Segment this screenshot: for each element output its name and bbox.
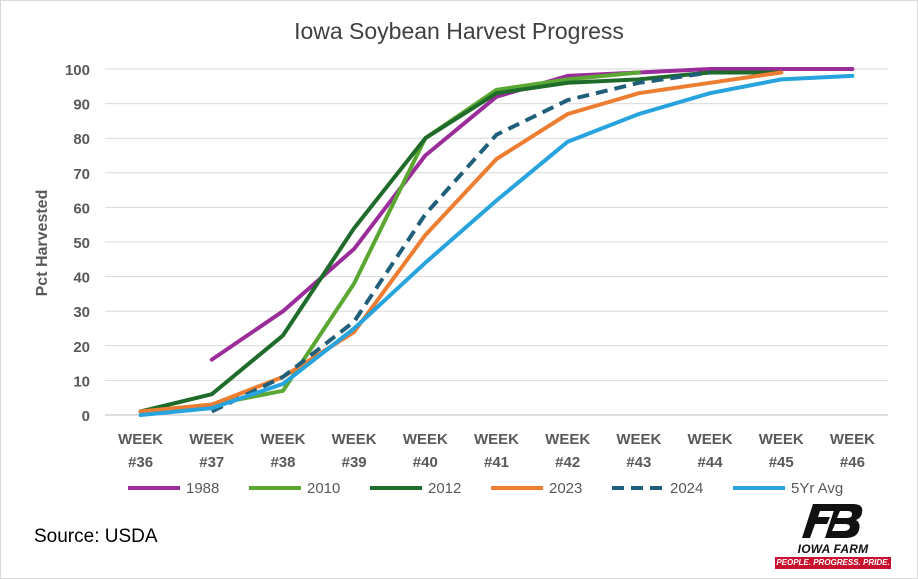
legend-label: 2012: [428, 480, 461, 497]
x-tick-label: WEEK: [830, 431, 875, 448]
x-tick-label: #39: [342, 454, 367, 471]
y-tick-label: 10: [73, 373, 90, 390]
x-tick-label: #42: [555, 454, 580, 471]
x-tick-label: #40: [413, 454, 438, 471]
x-tick-label: #46: [840, 454, 865, 471]
source-note: Source: USDA: [34, 526, 158, 547]
x-tick-label: #43: [626, 454, 651, 471]
series-line-5yr-avg: [138, 73, 855, 417]
y-tick-label: 40: [73, 270, 90, 287]
y-tick-label: 90: [73, 97, 90, 114]
y-tick-label: 30: [73, 304, 90, 321]
x-tick-label: WEEK: [474, 431, 519, 448]
x-tick-label: WEEK: [545, 431, 590, 448]
y-tick-label: 60: [73, 200, 90, 217]
y-tick-label: 80: [73, 131, 90, 148]
x-tick-label: WEEK: [688, 431, 733, 448]
legend-label: 2024: [670, 480, 703, 497]
x-tick-label: WEEK: [189, 431, 234, 448]
x-tick-label: #37: [199, 454, 224, 471]
legend-label: 2023: [549, 480, 582, 497]
y-axis-label: Pct Harvested: [34, 190, 51, 297]
x-tick-label: #41: [484, 454, 509, 471]
x-tick-label: #44: [698, 454, 724, 471]
x-tick-label: WEEK: [332, 431, 377, 448]
series-line-2024: [210, 70, 711, 414]
iowa-farm-bureau-logo: IOWA FARM BUREAU PEOPLE. PROGRESS. PRIDE…: [773, 500, 893, 572]
x-tick-label: WEEK: [403, 431, 448, 448]
y-tick-label: 20: [73, 339, 90, 356]
x-tick-label: #38: [270, 454, 295, 471]
series-line-2023: [138, 70, 784, 414]
chart-title: Iowa Soybean Harvest Progress: [294, 18, 624, 44]
legend-label: 1988: [186, 480, 219, 497]
x-tick-label: WEEK: [118, 431, 163, 448]
fb-logo-mark-icon: [802, 504, 863, 538]
y-tick-label: 70: [73, 166, 90, 183]
y-tick-label: 0: [82, 408, 90, 425]
series-line-1988: [209, 67, 855, 362]
legend-label: 2010: [307, 480, 340, 497]
y-tick-label: 100: [65, 62, 90, 79]
x-tick-label: WEEK: [260, 431, 305, 448]
x-tick-label: #45: [769, 454, 794, 471]
x-tick-label: WEEK: [616, 431, 661, 448]
x-tick-label: WEEK: [759, 431, 804, 448]
logo-tagline: PEOPLE. PROGRESS. PRIDE.: [775, 557, 891, 569]
legend-label: 5Yr Avg: [791, 480, 843, 497]
y-tick-label: 50: [73, 235, 90, 252]
x-tick-label: #36: [128, 454, 153, 471]
